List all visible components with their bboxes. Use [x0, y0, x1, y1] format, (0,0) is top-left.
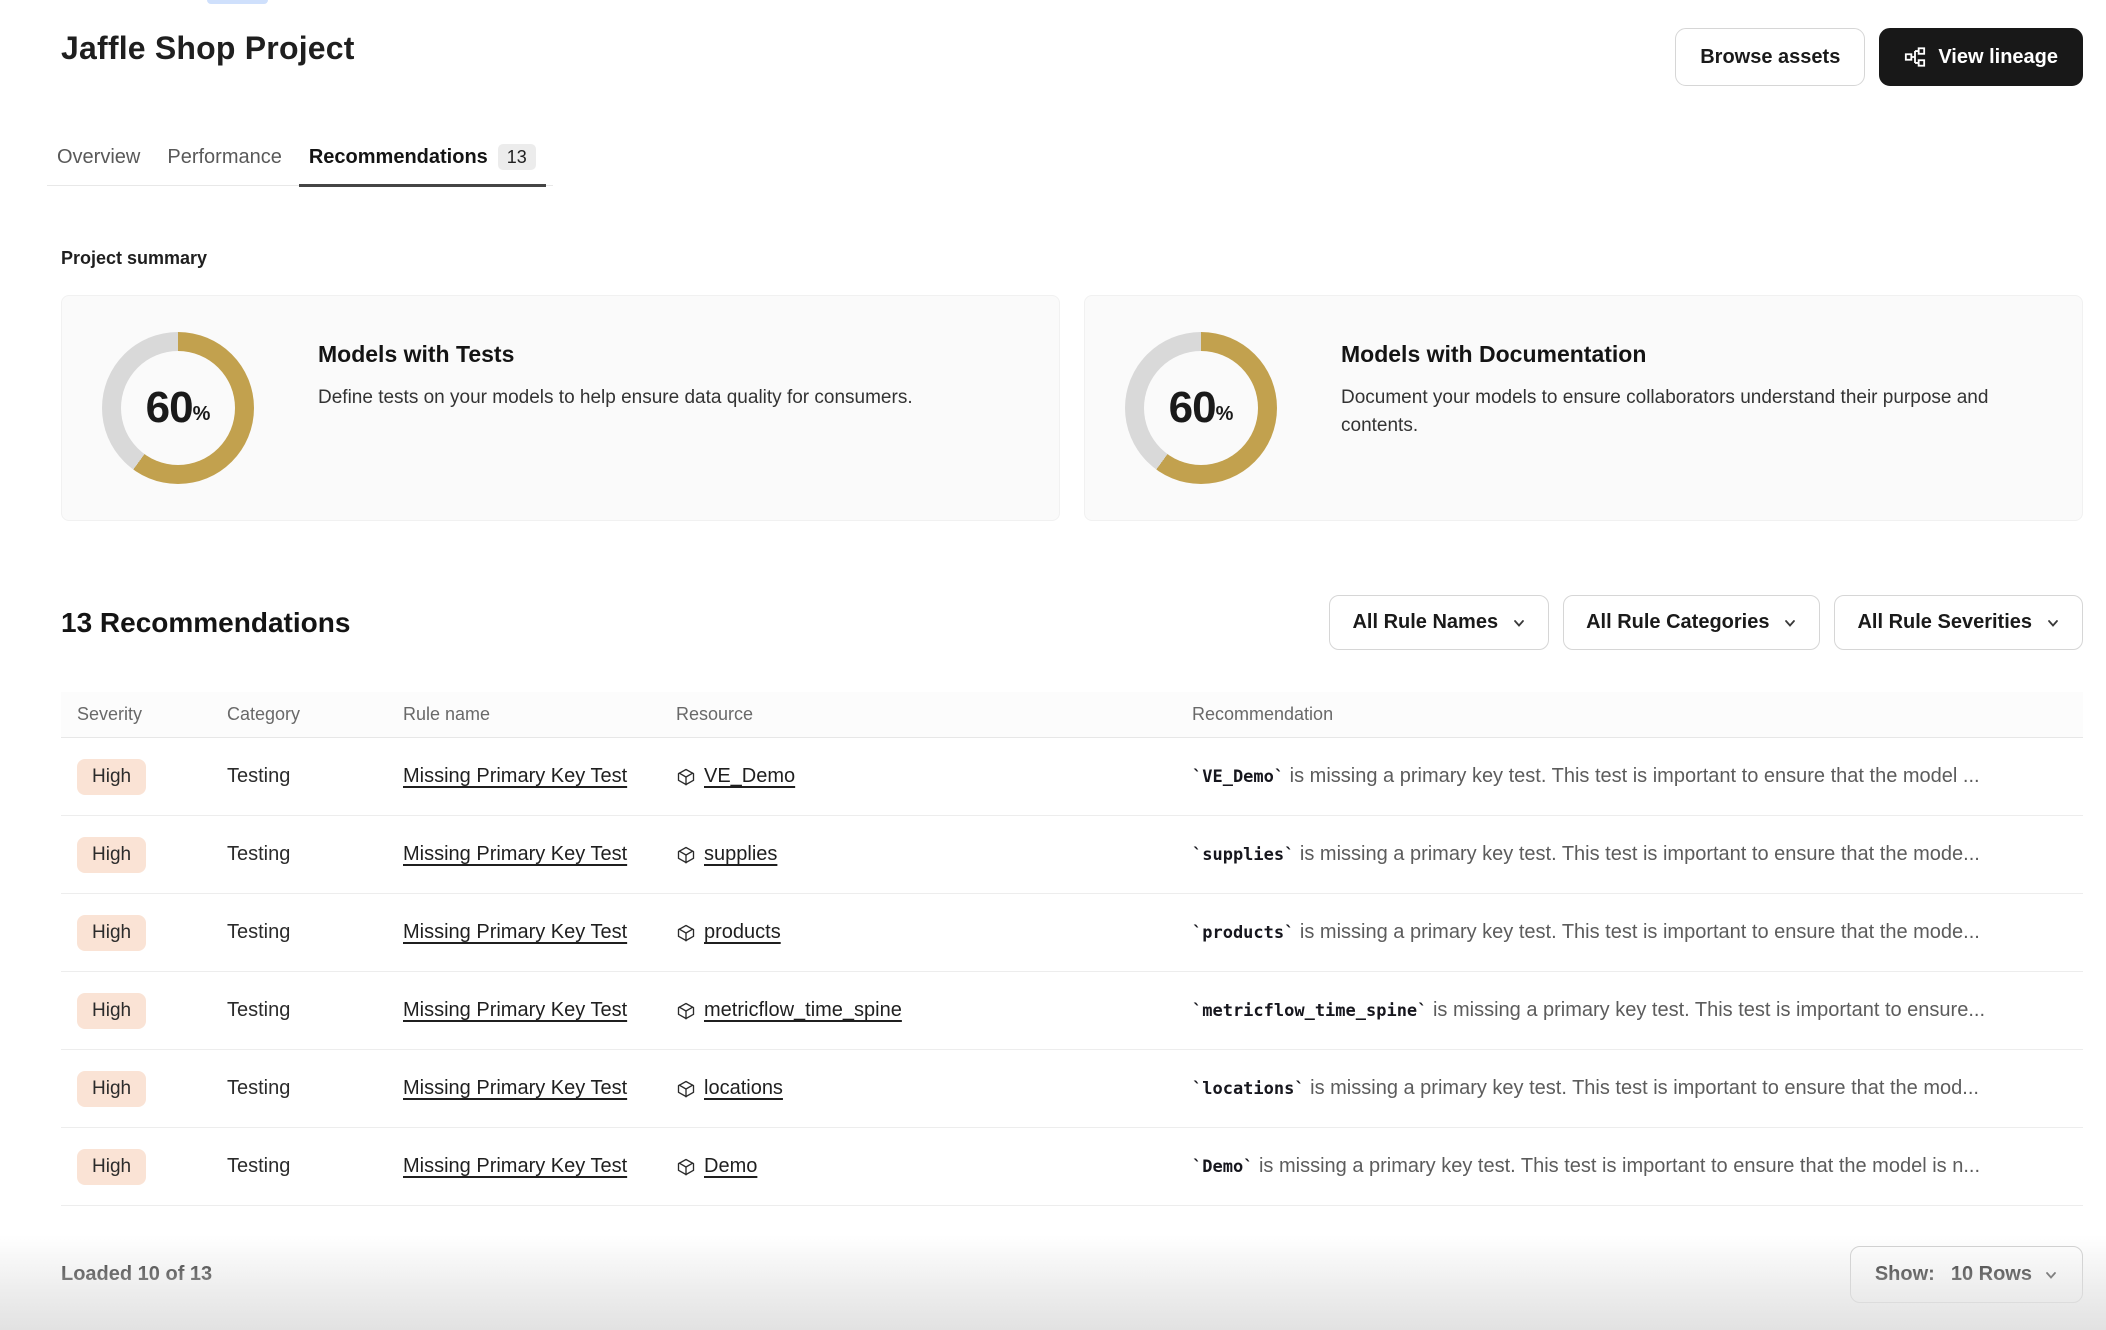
- rule-names-filter[interactable]: All Rule Names: [1329, 595, 1550, 650]
- project-summary-label: Project summary: [61, 248, 208, 268]
- loaded-status: Loaded 10 of 13: [61, 1263, 213, 1285]
- severity-badge: High: [77, 758, 147, 795]
- resource-code: `VE_Demo`: [1192, 767, 1285, 787]
- tab-performance[interactable]: Performance: [167, 145, 282, 168]
- resource-code: `Demo`: [1192, 1157, 1254, 1177]
- resource-code: `metricflow_time_spine`: [1192, 1001, 1428, 1021]
- tab-recommendations[interactable]: Recommendations 13: [298, 144, 546, 187]
- recommendation-cell: `locations` is missing a primary key tes…: [1192, 1077, 1979, 1099]
- column-header-recommendation: Recommendation: [1192, 704, 1334, 724]
- resource-link[interactable]: supplies: [704, 843, 778, 865]
- column-header-resource: Resource: [676, 704, 754, 724]
- model-box-icon: [676, 845, 696, 865]
- lineage-icon: [1904, 46, 1926, 68]
- category-cell: Testing: [227, 999, 291, 1021]
- severity-badge: High: [77, 914, 147, 951]
- model-box-icon: [676, 1157, 696, 1177]
- chevron-down-icon: [1512, 616, 1526, 630]
- chevron-down-icon: [2046, 616, 2060, 630]
- rule-name-link[interactable]: Missing Primary Key Test: [403, 843, 628, 865]
- model-box-icon: [676, 767, 696, 787]
- chevron-down-icon: [1783, 616, 1797, 630]
- recommendation-cell: `VE_Demo` is missing a primary key test.…: [1192, 765, 1980, 787]
- resource-link[interactable]: metricflow_time_spine: [704, 999, 902, 1021]
- table-footer: Loaded 10 of 13 Show: 10 Rows: [61, 1246, 2083, 1303]
- recommendation-cell: `products` is missing a primary key test…: [1192, 921, 1980, 943]
- recommendations-heading: 13 Recommendations: [61, 606, 351, 638]
- table-row: High Testing Missing Primary Key Test VE…: [61, 738, 2083, 816]
- models-with-tests-card: 60 % Models with Tests Define tests on y…: [61, 295, 1060, 521]
- resource-link[interactable]: Demo: [704, 1155, 758, 1177]
- table-header-row: Severity Category Rule name Resource Rec…: [61, 692, 2083, 738]
- resource-link[interactable]: VE_Demo: [704, 765, 796, 787]
- severity-badge: High: [77, 992, 147, 1029]
- rule-severities-filter[interactable]: All Rule Severities: [1834, 595, 2083, 650]
- card-description: Document your models to ensure collabora…: [1341, 387, 1989, 436]
- model-box-icon: [676, 923, 696, 943]
- table-row: High Testing Missing Primary Key Test su…: [61, 816, 2083, 894]
- rule-name-link[interactable]: Missing Primary Key Test: [403, 1077, 628, 1099]
- table-row: High Testing Missing Primary Key Test lo…: [61, 1050, 2083, 1128]
- gauge-percent-value: 60: [1168, 383, 1217, 432]
- show-value: 10 Rows: [1950, 1263, 2032, 1285]
- rule-name-link[interactable]: Missing Primary Key Test: [403, 921, 628, 943]
- view-lineage-button[interactable]: View lineage: [1879, 28, 2083, 86]
- tests-donut-gauge: 60 %: [102, 332, 254, 484]
- filters: All Rule Names All Rule Categories All R…: [1329, 595, 2083, 650]
- recommendations-table: Severity Category Rule name Resource Rec…: [61, 692, 2083, 1206]
- rule-name-link[interactable]: Missing Primary Key Test: [403, 1155, 628, 1177]
- category-cell: Testing: [227, 765, 291, 787]
- chevron-down-icon: [2044, 1268, 2058, 1282]
- column-header-severity: Severity: [77, 704, 143, 724]
- model-box-icon: [676, 1079, 696, 1099]
- resource-link[interactable]: products: [704, 921, 781, 943]
- page-header: Jaffle Shop Project Browse assets View l…: [61, 0, 2083, 86]
- browse-assets-button[interactable]: Browse assets: [1675, 28, 1866, 86]
- category-cell: Testing: [227, 1155, 291, 1177]
- rule-categories-filter[interactable]: All Rule Categories: [1563, 595, 1821, 650]
- tab-overview[interactable]: Overview: [57, 145, 141, 168]
- show-rows-dropdown[interactable]: Show: 10 Rows: [1849, 1246, 2083, 1303]
- model-box-icon: [676, 1001, 696, 1021]
- card-title: Models with Documentation: [1341, 341, 1647, 367]
- rule-name-link[interactable]: Missing Primary Key Test: [403, 765, 628, 787]
- documentation-donut-gauge: 60 %: [1125, 332, 1277, 484]
- card-title: Models with Tests: [318, 341, 515, 367]
- severity-badge: High: [77, 836, 147, 873]
- resource-code: `products`: [1192, 923, 1295, 943]
- resource-code: `supplies`: [1192, 845, 1295, 865]
- column-header-category: Category: [227, 704, 301, 724]
- severity-badge: High: [77, 1070, 147, 1107]
- column-header-rule-name: Rule name: [403, 704, 491, 724]
- tab-bar: Overview Performance Recommendations 13: [47, 144, 553, 187]
- view-lineage-label: View lineage: [1938, 45, 2058, 68]
- category-cell: Testing: [227, 921, 291, 943]
- table-row: High Testing Missing Primary Key Test me…: [61, 972, 2083, 1050]
- gauge-percent-sign: %: [192, 403, 211, 425]
- gauge-percent-value: 60: [145, 383, 194, 432]
- recommendation-cell: `metricflow_time_spine` is missing a pri…: [1192, 999, 1986, 1021]
- recommendation-cell: `Demo` is missing a primary key test. Th…: [1192, 1155, 1981, 1177]
- category-cell: Testing: [227, 843, 291, 865]
- models-with-documentation-card: 60 % Models with Documentation Document …: [1084, 295, 2083, 521]
- resource-link[interactable]: locations: [704, 1077, 783, 1099]
- page-title: Jaffle Shop Project: [61, 30, 355, 66]
- card-description: Define tests on your models to help ensu…: [318, 387, 913, 408]
- rule-name-link[interactable]: Missing Primary Key Test: [403, 999, 628, 1021]
- table-row: High Testing Missing Primary Key Test pr…: [61, 894, 2083, 972]
- gauge-percent-sign: %: [1215, 403, 1234, 425]
- recommendations-header: 13 Recommendations All Rule Names All Ru…: [61, 595, 2083, 650]
- severity-badge: High: [77, 1148, 147, 1185]
- category-cell: Testing: [227, 1077, 291, 1099]
- scroll-remnant-element: [207, 0, 268, 4]
- show-label: Show:: [1874, 1263, 1935, 1285]
- resource-code: `locations`: [1192, 1079, 1305, 1099]
- table-row: High Testing Missing Primary Key Test De…: [61, 1128, 2083, 1206]
- summary-cards: 60 % Models with Tests Define tests on y…: [61, 295, 2083, 521]
- recommendations-count-badge: 13: [497, 144, 536, 170]
- recommendation-cell: `supplies` is missing a primary key test…: [1192, 843, 1980, 865]
- header-actions: Browse assets View lineage: [1675, 28, 2083, 86]
